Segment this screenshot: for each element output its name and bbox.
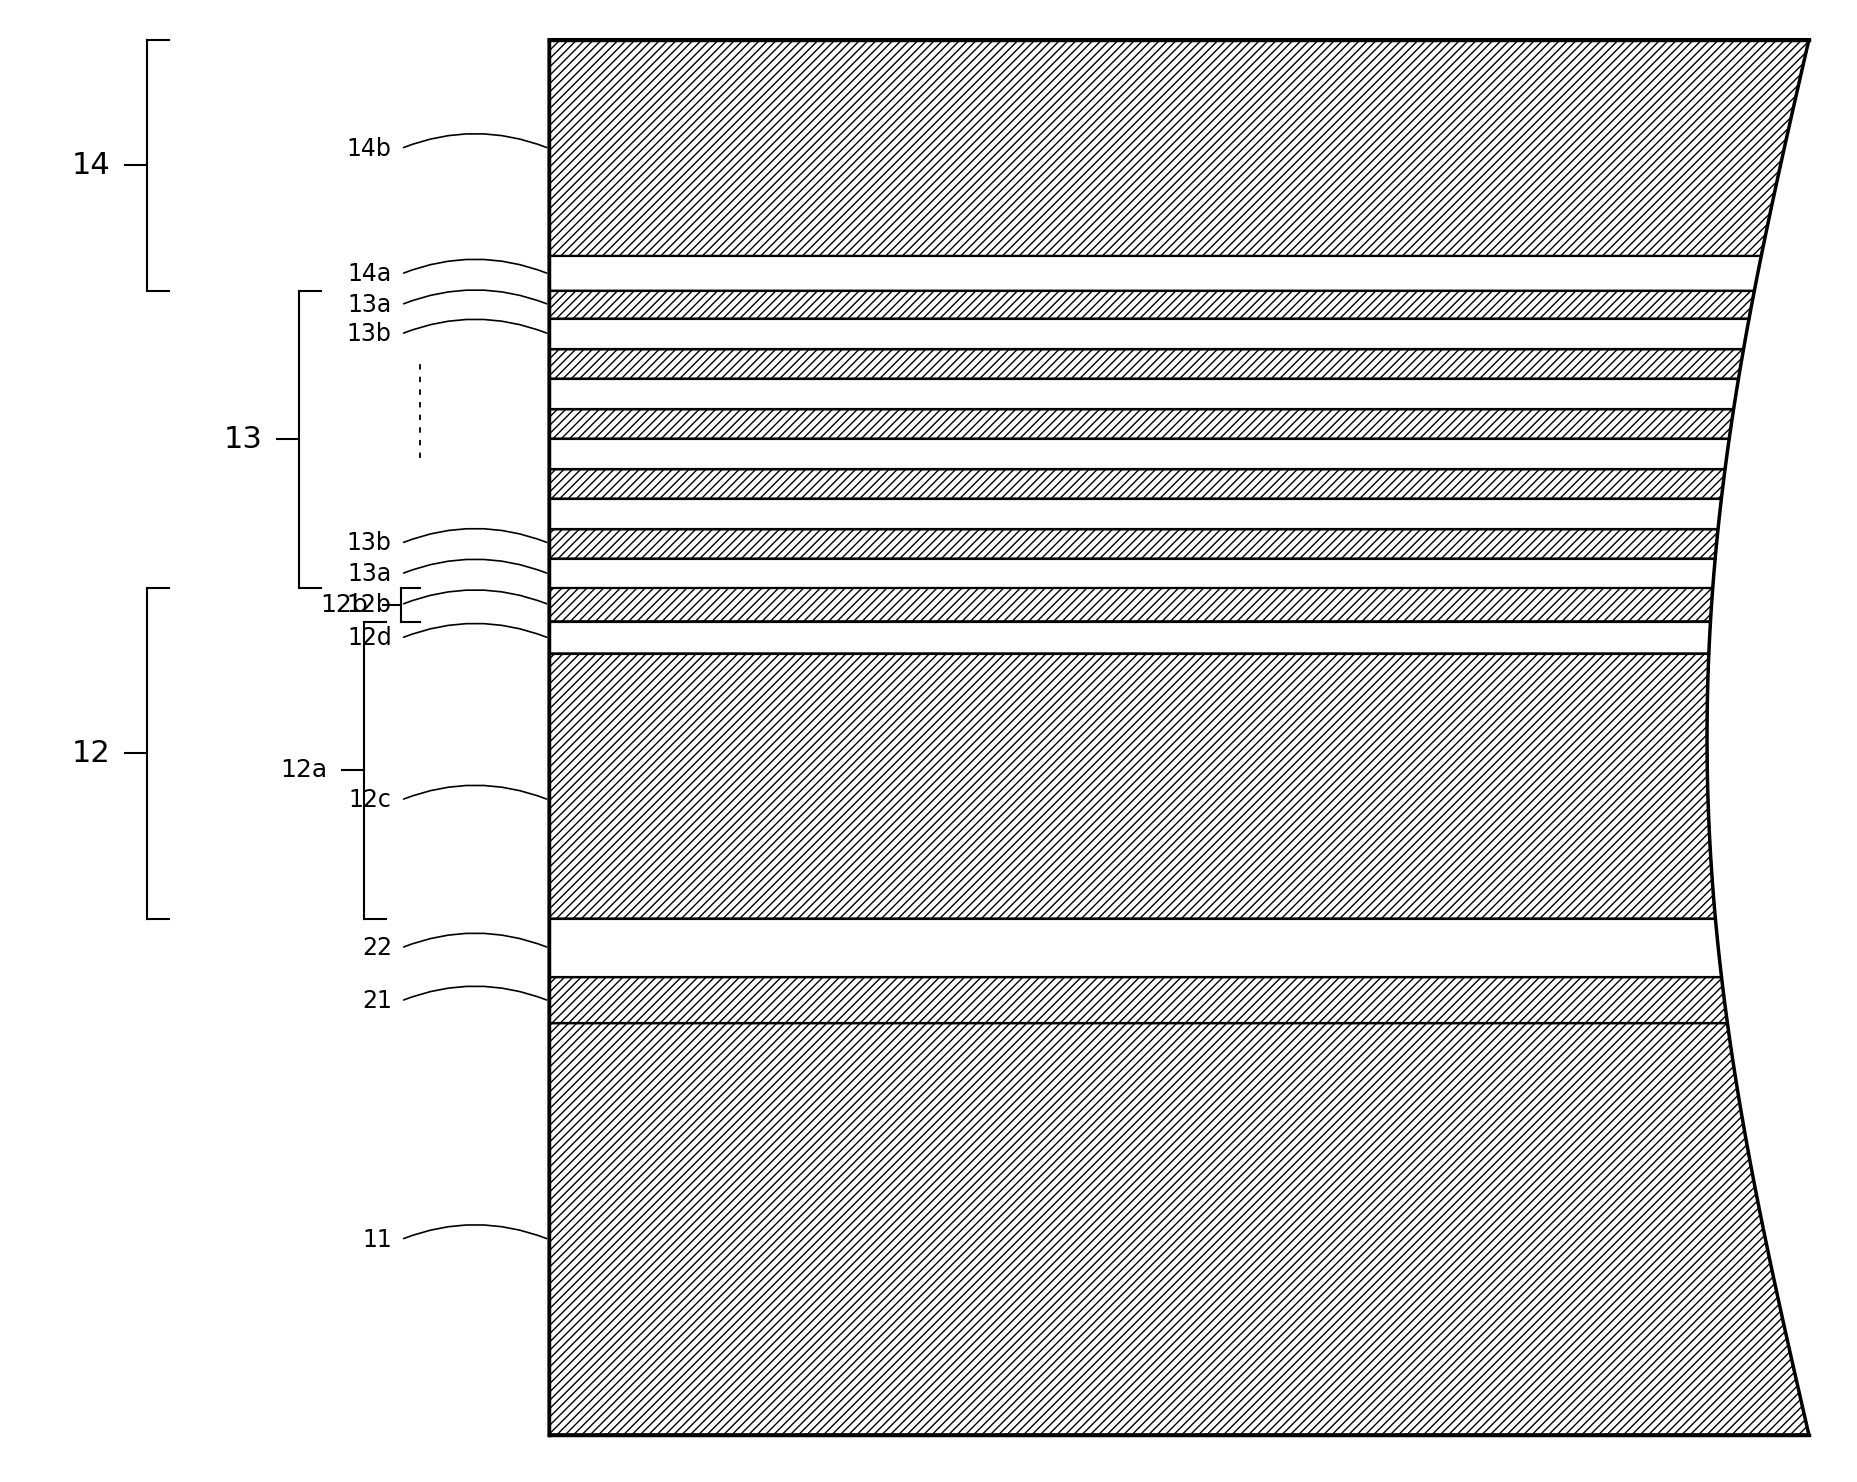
- Polygon shape: [550, 379, 1738, 409]
- Text: 11: 11: [362, 1227, 392, 1252]
- Text: 12a: 12a: [280, 759, 327, 782]
- Text: 14b: 14b: [347, 136, 392, 160]
- Polygon shape: [550, 409, 1733, 439]
- Polygon shape: [550, 1024, 1809, 1435]
- Polygon shape: [550, 470, 1723, 499]
- Text: 12b: 12b: [347, 593, 392, 617]
- Polygon shape: [550, 319, 1747, 350]
- Polygon shape: [550, 588, 1712, 621]
- Text: 12: 12: [71, 740, 110, 768]
- Polygon shape: [550, 256, 1760, 290]
- Polygon shape: [550, 529, 1718, 559]
- Polygon shape: [550, 499, 1720, 529]
- Text: 14: 14: [71, 151, 110, 179]
- Polygon shape: [550, 439, 1729, 470]
- Polygon shape: [550, 919, 1721, 977]
- Polygon shape: [550, 40, 1809, 256]
- Text: 13a: 13a: [347, 562, 392, 585]
- Polygon shape: [550, 654, 1714, 919]
- Text: 12b: 12b: [319, 593, 368, 617]
- Text: 13b: 13b: [347, 532, 392, 556]
- Polygon shape: [550, 350, 1742, 379]
- Polygon shape: [550, 290, 1753, 319]
- Text: 22: 22: [362, 937, 392, 960]
- Text: 13a: 13a: [347, 293, 392, 317]
- Text: 21: 21: [362, 988, 392, 1014]
- Text: 13: 13: [223, 425, 262, 453]
- Text: 13b: 13b: [347, 322, 392, 347]
- Text: 14a: 14a: [347, 262, 392, 286]
- Polygon shape: [550, 621, 1710, 654]
- Text: 12c: 12c: [349, 788, 392, 812]
- Text: 12d: 12d: [347, 627, 392, 651]
- Polygon shape: [550, 559, 1714, 588]
- Polygon shape: [550, 977, 1727, 1024]
